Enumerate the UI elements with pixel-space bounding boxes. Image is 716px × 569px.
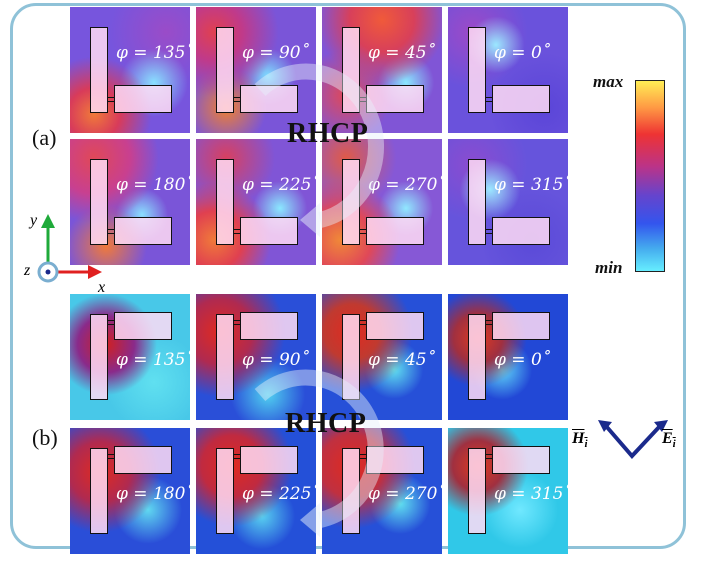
vertical-resonator [468, 448, 486, 534]
field-map-tile: φ = 315˚ [448, 428, 568, 554]
horizontal-resonator [492, 446, 550, 474]
resonator-gap [486, 97, 492, 102]
horizontal-resonator [114, 446, 172, 474]
e-field-label: Ei [662, 430, 676, 451]
horizontal-resonator [492, 85, 550, 113]
field-map-tile: φ = 90˚ [196, 294, 316, 420]
incident-field-vectors [598, 420, 668, 459]
phase-label: φ = 90˚ [242, 350, 310, 370]
phase-label: φ = 180˚ [116, 484, 190, 504]
axis-label-z: z [24, 262, 31, 279]
rotation-arrow-b [254, 369, 384, 537]
phase-label: φ = 90˚ [242, 43, 310, 63]
horizontal-resonator [492, 312, 550, 340]
phase-label: φ = 45˚ [368, 43, 436, 63]
resonator-gap [234, 97, 240, 102]
horizontal-resonator [240, 446, 298, 474]
field-map-tile: φ = 180˚ [70, 139, 190, 265]
field-map-tile: φ = 270˚ [322, 428, 442, 554]
phase-label: φ = 135˚ [116, 350, 190, 370]
field-map-tile: φ = 180˚ [70, 428, 190, 554]
field-map-tile: φ = 315˚ [448, 139, 568, 265]
phase-label: φ = 0˚ [494, 350, 551, 370]
field-map-tile: φ = 135˚ [70, 294, 190, 420]
phase-label: φ = 225˚ [242, 484, 316, 504]
phase-label: φ = 0˚ [494, 43, 551, 63]
vertical-resonator [342, 448, 360, 534]
vertical-resonator [468, 314, 486, 400]
rhcp-label-b: RHCP [285, 408, 367, 439]
colorbar-max-label: max [593, 72, 624, 91]
vertical-resonator [342, 27, 360, 113]
resonator-gap [234, 454, 240, 459]
resonator-gap [108, 229, 114, 234]
horizontal-resonator [240, 312, 298, 340]
rotation-arrow-a [254, 63, 384, 237]
horizontal-resonator [240, 85, 298, 113]
horizontal-resonator [114, 85, 172, 113]
rhcp-label-a: RHCP [287, 118, 369, 149]
field-map-tile: φ = 0˚ [448, 294, 568, 420]
resonator-gap [234, 229, 240, 234]
h-field-label: Hi [572, 430, 588, 451]
horizontal-resonator [114, 217, 172, 245]
horizontal-resonator [240, 217, 298, 245]
field-map-tile: φ = 0˚ [448, 7, 568, 133]
resonator-gap [486, 320, 492, 325]
horizontal-resonator [366, 446, 424, 474]
vertical-resonator [468, 27, 486, 113]
resonator-gap [360, 454, 366, 459]
vertical-resonator [90, 448, 108, 534]
phase-label: φ = 270˚ [368, 484, 442, 504]
vertical-resonator [468, 159, 486, 245]
horizontal-resonator [366, 217, 424, 245]
phase-label: φ = 135˚ [116, 43, 190, 63]
horizontal-resonator [114, 312, 172, 340]
horizontal-resonator [492, 217, 550, 245]
colorbar [635, 80, 665, 272]
resonator-gap [108, 454, 114, 459]
horizontal-resonator [366, 85, 424, 113]
phase-label: φ = 315˚ [494, 175, 568, 195]
vertical-resonator [216, 314, 234, 400]
horizontal-resonator [366, 312, 424, 340]
resonator-gap [486, 229, 492, 234]
field-map-tile: φ = 45˚ [322, 294, 442, 420]
resonator-gap [108, 320, 114, 325]
vertical-resonator [342, 159, 360, 245]
vertical-resonator [90, 314, 108, 400]
resonator-gap [234, 320, 240, 325]
vertical-resonator [216, 448, 234, 534]
vertical-resonator [90, 27, 108, 113]
panel-label-b: (b) [32, 425, 58, 450]
vertical-resonator [90, 159, 108, 245]
panel-label-a: (a) [32, 125, 57, 150]
axis-label-y: y [30, 212, 38, 229]
field-map-tile: φ = 90˚ [196, 7, 316, 133]
resonator-gap [108, 97, 114, 102]
resonator-gap [486, 454, 492, 459]
resonator-gap [360, 97, 366, 102]
phase-label: φ = 225˚ [242, 175, 316, 195]
colorbar-min-label: min [595, 258, 623, 277]
field-map-tile: φ = 225˚ [196, 139, 316, 265]
field-map-tile: φ = 45˚ [322, 7, 442, 133]
phase-label: φ = 315˚ [494, 484, 568, 504]
phase-label: φ = 270˚ [368, 175, 442, 195]
field-map-tile: φ = 270˚ [322, 139, 442, 265]
field-map-tile: φ = 225˚ [196, 428, 316, 554]
coordinate-axes [37, 214, 102, 283]
field-map-tile: φ = 135˚ [70, 7, 190, 133]
resonator-gap [360, 229, 366, 234]
phase-label: φ = 45˚ [368, 350, 436, 370]
vertical-resonator [342, 314, 360, 400]
vertical-resonator [216, 27, 234, 113]
vertical-resonator [216, 159, 234, 245]
phase-label: φ = 180˚ [116, 175, 190, 195]
axis-label-x: x [98, 279, 106, 296]
resonator-gap [360, 320, 366, 325]
